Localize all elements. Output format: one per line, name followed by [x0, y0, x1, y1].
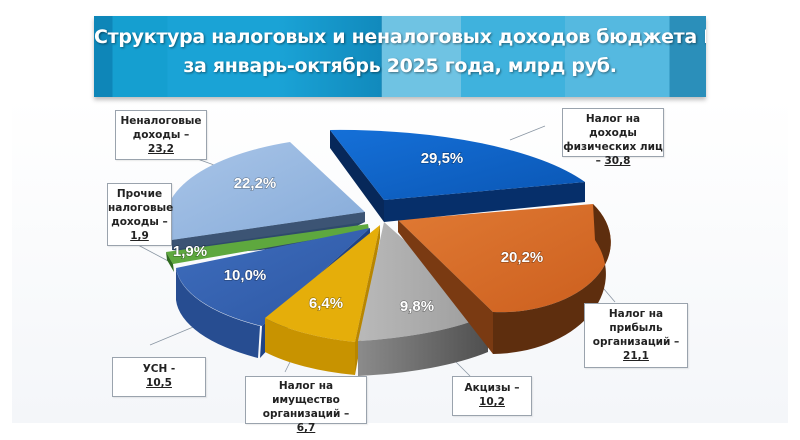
callout-text: налоговые: [108, 202, 174, 214]
callout-text: УСН -: [142, 363, 176, 375]
callout-excise: Акцизы – 10,2: [452, 376, 532, 416]
callout-profit: Налог на прибыль организаций – 21,1: [584, 303, 688, 368]
pct-label-ndfl: 29,5%: [421, 150, 464, 167]
chart-title-line-1: Структура налоговых и неналоговых доходо…: [94, 26, 706, 48]
callout-text: физических лиц: [563, 141, 663, 153]
pct-label-profit: 20,2%: [501, 249, 544, 266]
callout-value: 21,1: [623, 350, 649, 362]
callout-value: 23,2: [148, 143, 174, 155]
callout-property: Налог на имущество организаций – 6,7: [245, 376, 367, 434]
callout-text: Прочие: [116, 188, 163, 200]
callout-nontax: Неналоговые доходы – 23,2: [115, 110, 207, 160]
callout-text: Налог на: [608, 308, 664, 320]
pct-label-other-tax: 1,9%: [173, 243, 207, 260]
slice-excise[interactable]: [358, 222, 488, 376]
banner-shade: [277, 16, 382, 97]
callout-text: Налог на доходы: [585, 113, 641, 139]
callout-text: организаций –: [262, 408, 350, 420]
callout-value: 30,8: [604, 155, 631, 167]
callout-text: доходы –: [111, 216, 168, 228]
callout-text: Неналоговые: [120, 115, 202, 127]
callout-ndfl: Налог на доходы физических лиц – 30,8: [562, 108, 664, 167]
callout-value-row: – 30,8: [563, 154, 663, 168]
callout-value: 10,2: [479, 396, 505, 408]
pct-label-excise: 9,8%: [400, 298, 434, 315]
pct-label-property: 6,4%: [309, 295, 343, 312]
chart-title-line-2: за январь-октябрь 2025 года, млрд руб.: [183, 55, 617, 77]
callout-value: 10,5: [146, 377, 172, 389]
callout-other-tax: Прочие налоговые доходы – 1,9: [107, 183, 174, 246]
slice-other-tax[interactable]: [166, 224, 369, 272]
pct-label-nontax: 22,2%: [234, 175, 277, 192]
callout-usn: УСН - 10,5: [112, 357, 206, 397]
slice-ndfl[interactable]: [330, 129, 585, 222]
callout-text: Налог на имущество: [272, 380, 340, 406]
slice-profit[interactable]: [398, 204, 611, 354]
slice-nontax[interactable]: [165, 142, 365, 253]
callout-text: доходы –: [132, 129, 190, 141]
title-banner: Структура налоговых и неналоговых доходо…: [94, 16, 706, 97]
callout-dash: –: [595, 155, 605, 167]
pct-label-usn: 10,0%: [224, 267, 267, 284]
callout-text: прибыль: [609, 322, 663, 334]
callout-value: 1,9: [130, 230, 149, 242]
callout-text: Акцизы –: [464, 382, 520, 394]
callout-text: организаций –: [592, 336, 680, 348]
callout-value: 6,7: [296, 422, 316, 434]
